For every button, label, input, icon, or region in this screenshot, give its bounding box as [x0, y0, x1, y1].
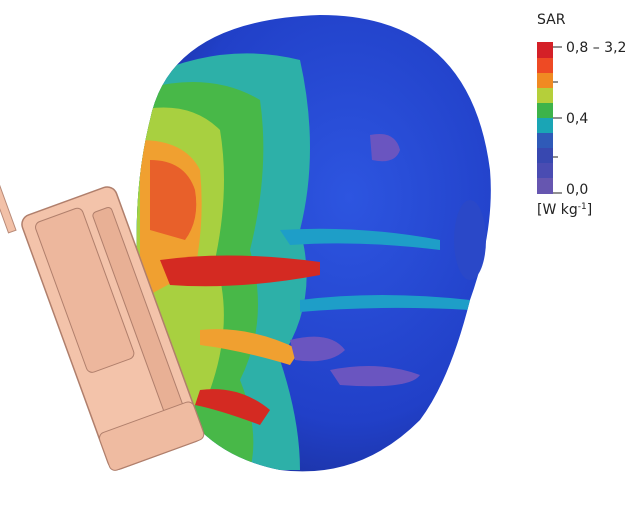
unit-base: [W kg	[537, 202, 578, 218]
unit-close: ]	[587, 202, 592, 218]
legend-title: SAR	[537, 12, 566, 28]
legend-unit: [W kg-1]	[537, 202, 592, 218]
legend-label: 0,8 – 3,2	[566, 40, 626, 56]
phone	[0, 173, 205, 471]
legend: SAR 0,8 – 3,2 0,4 0,0 [W kg-1]	[537, 12, 626, 218]
legend-label: 0,4	[566, 111, 588, 127]
legend-label: 0,0	[566, 182, 588, 198]
colorbar	[537, 42, 553, 194]
unit-exponent: -1	[578, 202, 587, 212]
colorbar-ticks	[553, 46, 562, 194]
